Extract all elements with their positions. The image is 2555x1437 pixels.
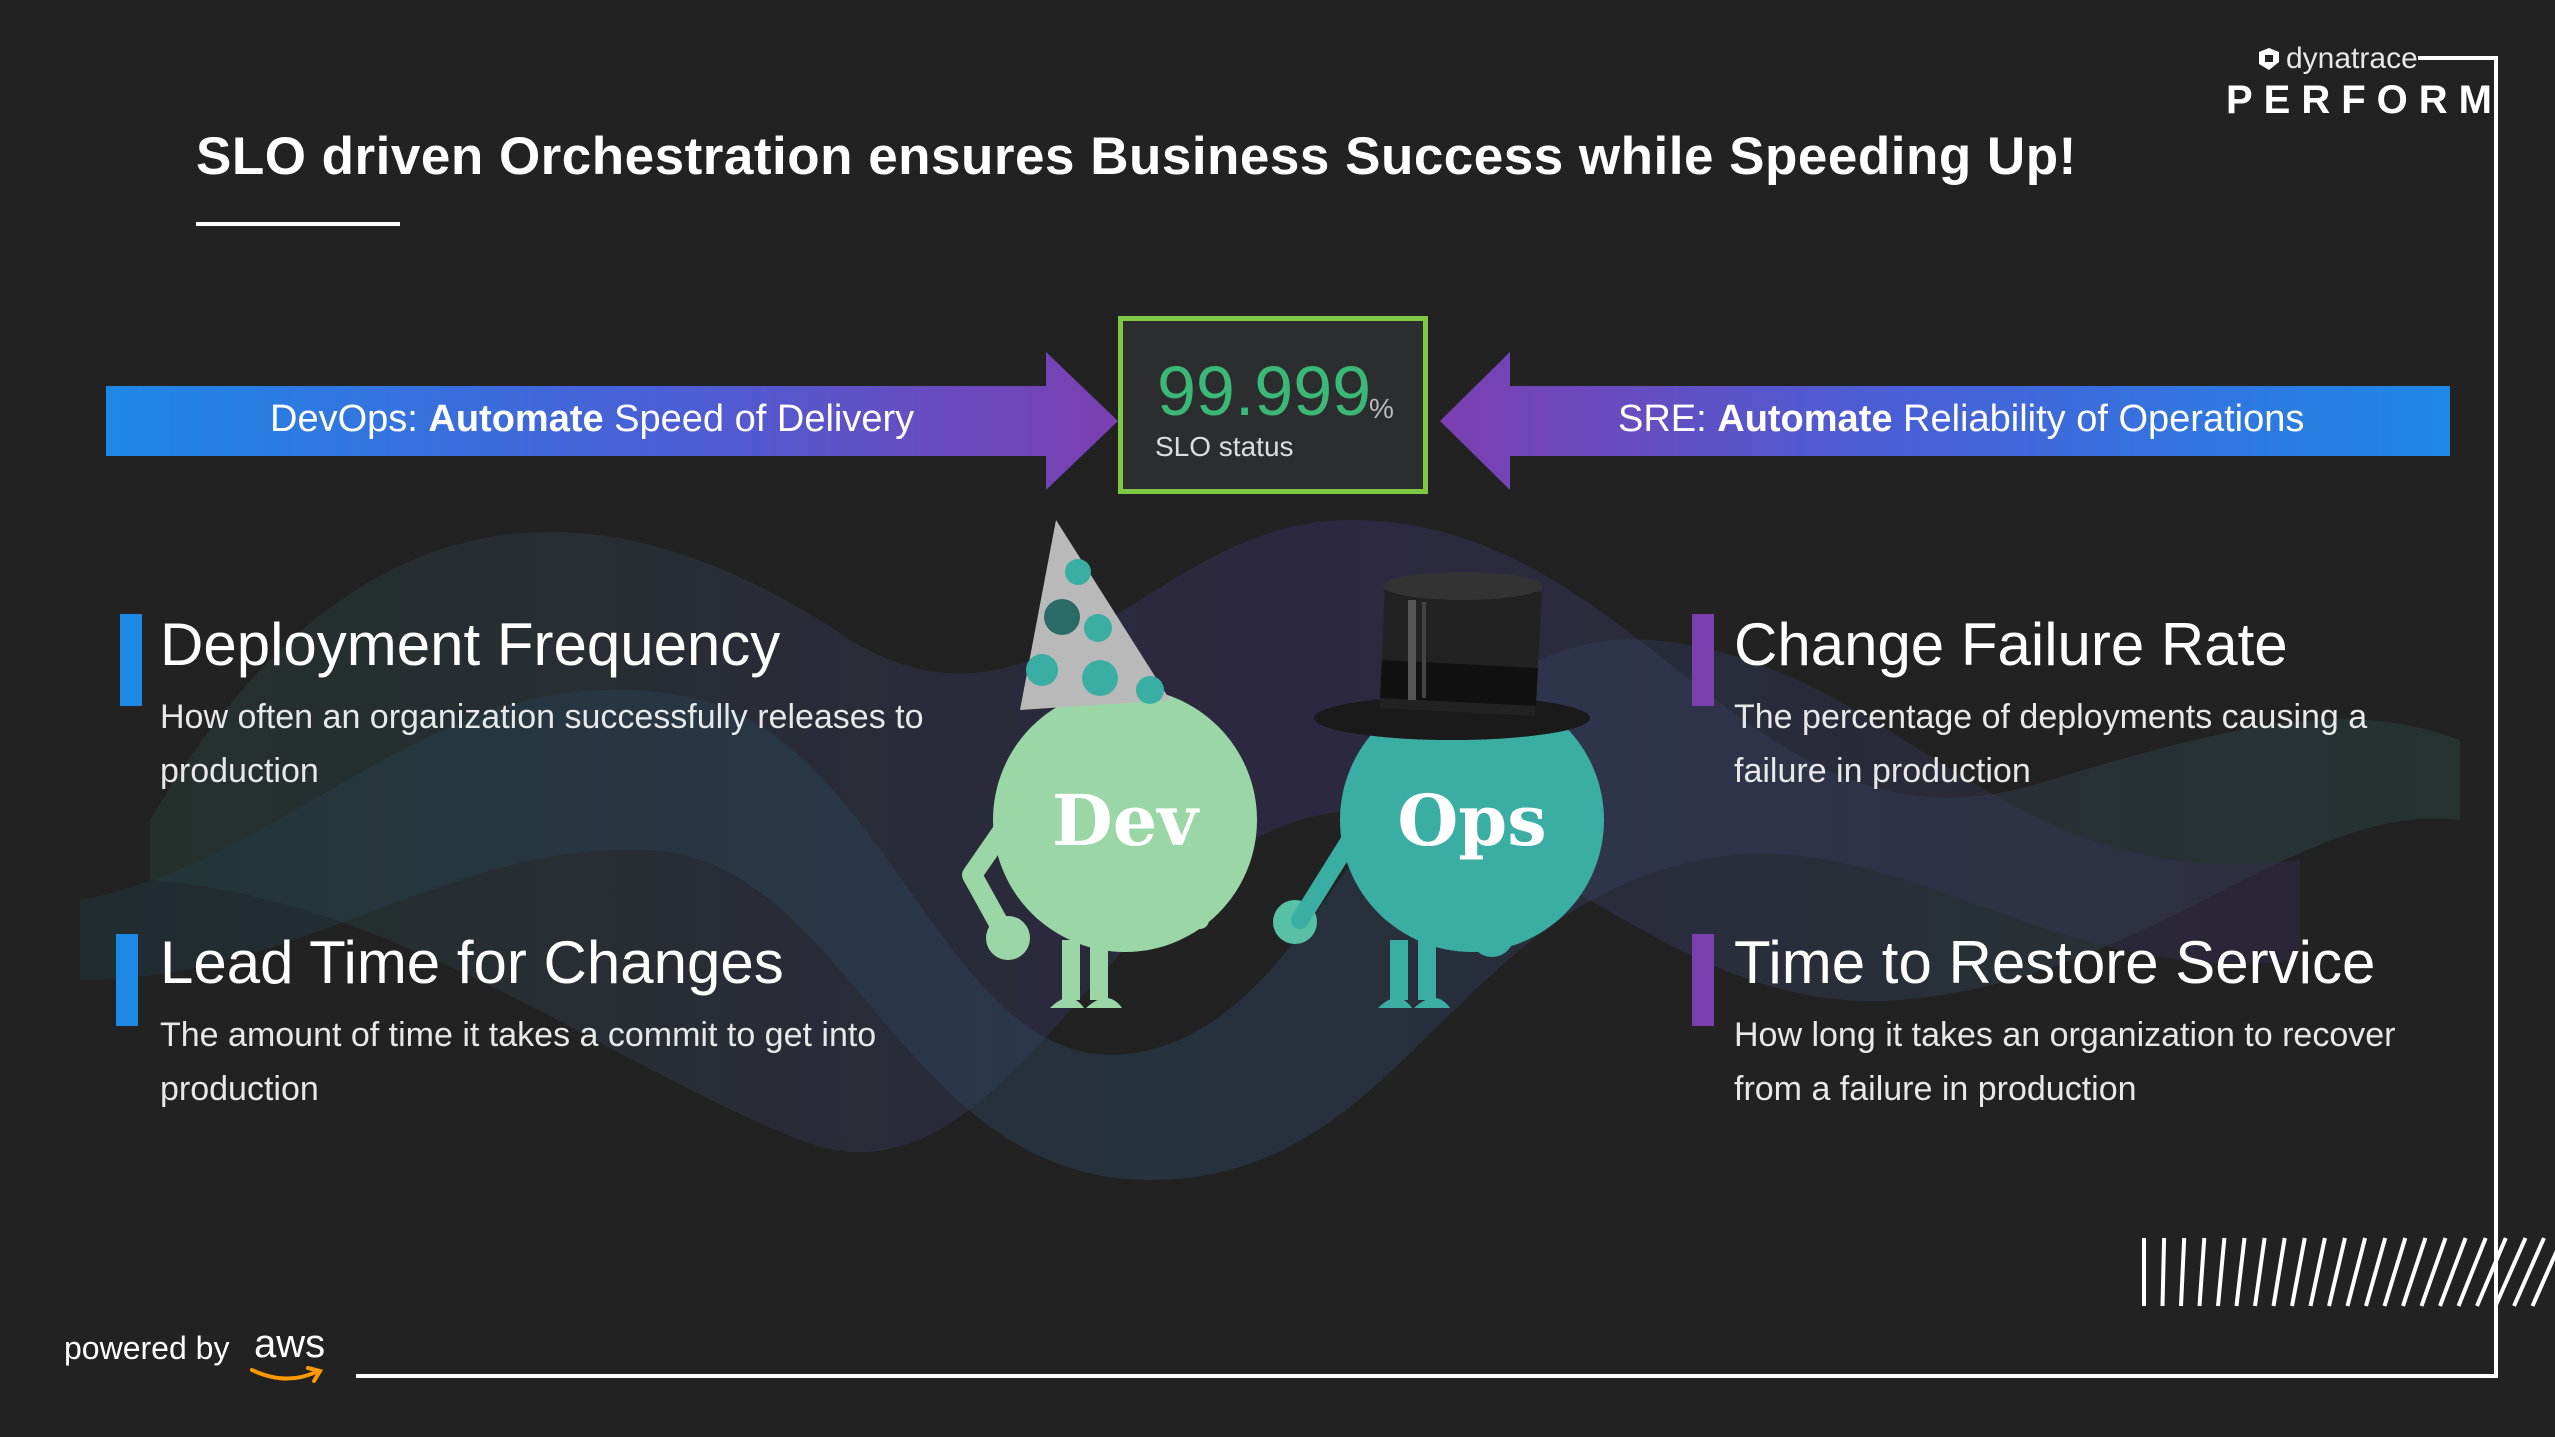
slash-line [2345, 1237, 2368, 1307]
aws-logo: aws [250, 1322, 326, 1383]
dynatrace-logo: dynatrace [2256, 42, 2418, 76]
banner-right-prefix: SRE: [1618, 398, 1718, 440]
slide-title: SLO driven Orchestration ensures Busines… [196, 127, 2077, 186]
dev-ops-mascots: Dev Ops [962, 520, 1604, 1008]
metric-accent-bar [120, 614, 142, 706]
ops-foot [1378, 998, 1412, 1008]
metric-description: The percentage of deployments causing a … [1734, 698, 2368, 790]
hat-dot [1084, 614, 1112, 642]
slash-line [2438, 1237, 2468, 1307]
banner-right-bold: Automate [1717, 398, 1893, 440]
slash-line [2475, 1237, 2508, 1307]
slash-line [2197, 1237, 2207, 1307]
banner-right-text: SRE: Automate Reliability of Operations [1618, 398, 2304, 441]
top-hat-band [1380, 660, 1538, 706]
banner-right-suffix: Reliability of Operations [1892, 398, 2305, 440]
dynatrace-mark-icon [2259, 48, 2279, 70]
slash-line [2364, 1237, 2388, 1307]
slo-unit: % [1369, 393, 1394, 424]
perform-logo: PERFORM [2226, 78, 2503, 122]
banner-left-bold: Automate [428, 398, 604, 440]
slash-line [2160, 1237, 2167, 1307]
top-hat-shine [1408, 600, 1416, 700]
top-hat-shine [1422, 602, 1426, 698]
ops-leg [1418, 940, 1436, 1000]
dev-foot [1050, 998, 1084, 1008]
slo-status-tile: 99.999 % SLO status [1118, 316, 1428, 494]
hat-dot [1026, 654, 1058, 686]
metric-description: The amount of time it takes a commit to … [160, 1016, 877, 1108]
metric-description: How often an organization successfully r… [160, 698, 924, 790]
frame-line-top [2418, 56, 2498, 60]
slash-line [2401, 1237, 2428, 1307]
ops-label: Ops [1397, 779, 1546, 862]
metric-accent-bar [1692, 614, 1714, 706]
hat-dot [1044, 599, 1080, 635]
metric-title: Deployment Frequency [160, 611, 781, 678]
title-underline [196, 222, 400, 226]
slash-line [2179, 1237, 2187, 1307]
brand-small-text: dynatrace [2286, 42, 2418, 75]
dev-leg [1062, 940, 1080, 1000]
metric-title: Change Failure Rate [1734, 611, 2288, 678]
ops-body [1340, 688, 1604, 952]
ops-left-arm [1291, 831, 1359, 929]
powered-by-text: powered by [64, 1330, 230, 1366]
slash-line [2290, 1237, 2307, 1307]
slash-line [2308, 1237, 2327, 1307]
frame-line-bottom [356, 1374, 2498, 1378]
dev-label: Dev [1052, 779, 1200, 862]
metric-title: Lead Time for Changes [160, 929, 784, 996]
slash-line [2419, 1237, 2448, 1307]
aws-smile-icon [250, 1366, 324, 1383]
ops-foot [1414, 998, 1450, 1008]
slash-line [2456, 1237, 2488, 1307]
dev-left-hand [986, 916, 1030, 960]
hat-dot [1065, 559, 1091, 585]
metric-description: How long it takes an organization to rec… [1734, 1016, 2396, 1108]
slo-label: SLO status [1155, 431, 1294, 462]
slash-line [2216, 1237, 2227, 1307]
metric-accent-bar [1692, 934, 1714, 1026]
hat-dot [1136, 676, 1164, 704]
slash-line [2493, 1237, 2528, 1307]
dev-body [993, 688, 1257, 952]
decorative-slashes [2142, 1237, 2555, 1307]
banner-left-suffix: Speed of Delivery [603, 398, 915, 440]
aws-logo-text: aws [254, 1322, 326, 1366]
slash-line [2253, 1237, 2267, 1307]
slash-line [2271, 1237, 2287, 1307]
metric-accent-bar [116, 934, 138, 1026]
slash-line [2327, 1237, 2347, 1307]
slash-line [2512, 1237, 2546, 1307]
top-hat-top [1383, 572, 1543, 600]
banner-left-prefix: DevOps: [270, 398, 429, 440]
metric-title: Time to Restore Service [1734, 929, 2376, 996]
dev-leg [1090, 940, 1108, 1000]
dev-foot [1086, 998, 1122, 1008]
hat-dot [1082, 660, 1118, 696]
frame-line-right [2494, 56, 2498, 1378]
banner-left-arrow [106, 352, 1118, 490]
ops-leg [1390, 940, 1408, 1000]
banner-left-text: DevOps: Automate Speed of Delivery [270, 398, 914, 441]
slash-line [2530, 1250, 2555, 1307]
slash-line [2382, 1237, 2408, 1307]
banner-right-arrow [1440, 352, 2450, 490]
slash-line [2234, 1237, 2247, 1307]
slo-value: 99.999 [1157, 352, 1372, 430]
